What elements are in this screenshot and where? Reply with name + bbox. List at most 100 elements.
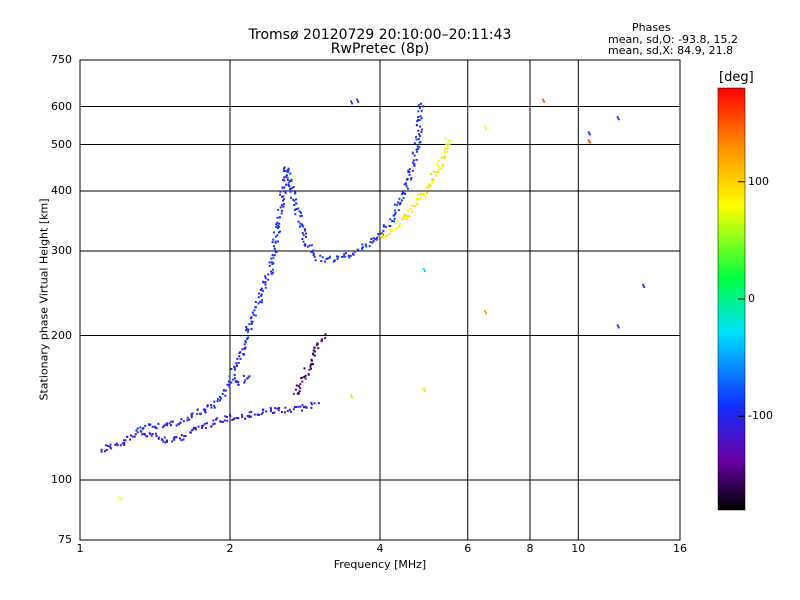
data-point — [432, 170, 435, 173]
data-point — [411, 151, 414, 154]
y-tick-label: 750 — [51, 53, 72, 66]
data-point — [424, 195, 427, 198]
data-point — [276, 224, 279, 227]
data-points — [100, 98, 646, 501]
data-point — [383, 236, 386, 239]
data-point — [190, 416, 193, 419]
data-point — [369, 241, 372, 244]
data-point — [399, 202, 402, 204]
data-point — [320, 260, 323, 263]
data-point — [286, 178, 289, 181]
data-point — [317, 402, 320, 405]
data-point — [231, 418, 234, 421]
data-point — [161, 438, 164, 441]
data-point — [170, 420, 173, 423]
data-point — [298, 385, 300, 388]
data-point — [244, 340, 247, 343]
data-point — [228, 385, 231, 388]
data-point — [324, 260, 326, 263]
data-point — [203, 410, 206, 413]
data-point — [408, 168, 411, 171]
data-point — [135, 429, 138, 432]
data-point — [403, 217, 406, 220]
data-point — [616, 116, 619, 119]
data-point — [260, 413, 263, 416]
data-point — [173, 436, 176, 439]
data-point — [172, 437, 175, 440]
data-point — [264, 275, 267, 278]
data-point — [164, 423, 167, 426]
x-tick-label: 10 — [571, 542, 586, 555]
data-point — [212, 419, 215, 422]
data-point — [588, 141, 591, 144]
data-point — [171, 440, 174, 443]
data-point — [297, 220, 300, 223]
data-point — [416, 145, 419, 148]
data-point — [437, 171, 439, 173]
data-point — [441, 164, 444, 167]
data-point — [276, 227, 279, 230]
data-point — [310, 244, 313, 247]
data-point — [440, 167, 443, 170]
data-point — [301, 232, 304, 234]
data-point — [368, 245, 371, 248]
data-point — [237, 381, 240, 383]
data-point — [186, 419, 189, 422]
data-point — [273, 231, 276, 234]
data-point — [161, 426, 164, 429]
data-point — [332, 260, 335, 263]
data-point — [271, 241, 274, 244]
data-point — [415, 158, 418, 161]
data-point — [154, 425, 156, 428]
data-point — [418, 135, 421, 138]
data-point — [224, 389, 227, 392]
data-point — [403, 183, 406, 186]
data-point — [417, 138, 420, 141]
data-point — [299, 222, 302, 225]
data-point — [313, 402, 316, 405]
data-point — [259, 300, 262, 303]
data-point — [349, 254, 352, 257]
data-point — [100, 448, 103, 451]
data-point — [343, 255, 345, 258]
data-point — [287, 184, 290, 186]
y-tick-label: 400 — [51, 184, 72, 198]
data-point — [413, 142, 416, 145]
data-point — [305, 232, 307, 235]
data-point — [392, 214, 395, 217]
data-point — [190, 413, 193, 416]
data-point — [206, 405, 209, 408]
data-point — [420, 130, 423, 133]
data-point — [216, 417, 219, 420]
data-point — [272, 245, 275, 248]
data-point — [286, 169, 289, 172]
data-point — [423, 192, 425, 195]
data-point — [254, 306, 257, 309]
data-point — [201, 424, 203, 427]
data-point — [374, 237, 377, 240]
data-point — [121, 442, 124, 445]
data-point — [617, 118, 620, 121]
data-point — [299, 387, 302, 390]
data-point — [123, 443, 126, 446]
data-point — [484, 310, 487, 312]
data-point — [302, 225, 305, 228]
data-point — [254, 314, 257, 317]
data-point — [314, 350, 316, 353]
data-point — [485, 312, 488, 314]
data-point — [197, 425, 200, 428]
data-point — [114, 443, 117, 446]
data-point — [437, 165, 440, 168]
data-point — [115, 442, 118, 445]
data-point — [401, 191, 404, 194]
data-point — [324, 333, 327, 336]
data-point — [310, 406, 313, 409]
data-point — [136, 431, 139, 434]
data-point — [191, 412, 194, 415]
data-point — [401, 218, 403, 221]
data-point — [351, 102, 354, 105]
data-point — [279, 206, 282, 209]
data-point — [427, 187, 430, 189]
x-tick-label: 6 — [464, 542, 472, 555]
data-point — [126, 435, 129, 438]
